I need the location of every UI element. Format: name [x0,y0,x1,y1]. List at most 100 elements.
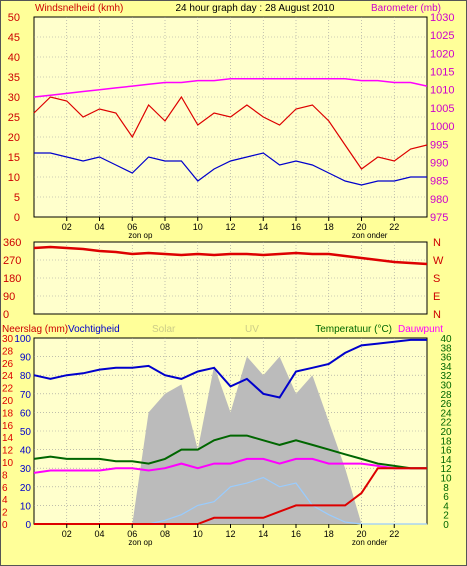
rain-tick-label: 2 [2,508,8,519]
temperature-tick-label: 2 [443,511,449,522]
barometer-line [33,78,428,98]
rain-tick-label: 10 [2,458,14,469]
panel3-left-axis: 0102030405060708090100024681012141618202… [2,334,31,531]
temperature-tick-label: 40 [440,334,452,345]
temperature-tick-label: 6 [443,492,449,503]
wind-direction-line [33,245,428,266]
panel3-x-axis: 02 04 06 08 10 12 14 16 18 20 22 zon op zon onder [62,524,399,547]
wind-speed-tick-label: 35 [8,72,20,84]
barometer-tick-label: 1000 [430,121,454,133]
wind-speed-tick-label: 30 [8,92,20,104]
rain-axis-title: Neerslag (mm) [2,324,68,335]
chart-title: 24 hour graph day : 28 August 2010 [175,3,334,14]
compass-label: N [433,309,441,321]
x-tick-label: 10 [193,529,203,539]
temperature-tick-label: 4 [443,501,449,512]
x-tick-label: 04 [94,529,104,539]
rain-tick-label: 0 [2,520,8,531]
x-tick-label: 22 [389,529,399,539]
barometer-tick-label: 1005 [430,103,454,115]
direction-tick-label: 270 [3,255,21,267]
compass-label: N [433,237,441,249]
direction-tick-label: 90 [3,291,15,303]
wind-speed-tick-label: 0 [14,212,20,224]
humidity-tick-label: 40 [20,446,32,457]
temperature-tick-label: 28 [440,390,452,401]
humidity-tick-label: 60 [20,408,32,419]
x-tick-label: 18 [324,222,334,232]
sunset-label: zon onder [352,231,388,240]
temperature-tick-label: 36 [440,353,452,364]
rain-tick-label: 22 [2,384,14,395]
wind-speed-axis-title: Windsnelheid (kmh) [35,3,123,14]
x-tick-label: 20 [356,529,366,539]
temperature-tick-label: 20 [440,427,452,438]
direction-tick-label: 0 [3,309,9,321]
barometer-tick-label: 980 [430,194,448,206]
panel1-series [33,78,428,186]
humidity-tick-label: 80 [20,371,32,382]
barometer-tick-label: 1025 [430,30,454,42]
rain-tick-label: 14 [2,433,14,444]
sunrise-label: zon op [128,231,153,240]
rain-tick-label: 6 [2,483,8,494]
humidity-tick-label: 90 [20,353,32,364]
temperature-tick-label: 30 [440,381,452,392]
temperature-tick-label: 14 [440,455,452,466]
x-tick-label: 02 [62,529,72,539]
x-tick-label: 04 [94,222,104,232]
temperature-tick-label: 0 [443,520,449,531]
temperature-tick-label: 22 [440,418,452,429]
barometer-tick-label: 1030 [430,12,454,24]
wind-gust-line [33,95,428,170]
temperature-tick-label: 18 [440,436,452,447]
temperature-tick-label: 32 [440,371,452,382]
sunset-label: zon onder [352,538,388,547]
rain-tick-label: 26 [2,359,14,370]
temperature-tick-label: 38 [440,343,452,354]
wind-speed-tick-label: 15 [8,152,20,164]
humidity-tick-label: 100 [14,334,31,345]
x-tick-label: 16 [291,529,301,539]
panel1-x-axis: 02 04 06 08 10 12 14 16 18 20 22 zon op zon onder [62,217,399,240]
humidity-line [33,338,427,399]
temperature-tick-label: 12 [440,464,452,475]
barometer-axis-title: Barometer (mb) [371,3,441,14]
temperature-tick-label: 8 [443,483,449,494]
x-tick-label: 20 [356,222,366,232]
wind-speed-tick-label: 20 [8,132,20,144]
dewpoint-line [33,457,427,474]
rain-tick-label: 24 [2,371,14,382]
humidity-tick-label: 10 [20,501,32,512]
barometer-tick-label: 985 [430,176,448,188]
solar-area [34,356,427,524]
rain-tick-label: 8 [2,470,8,481]
rain-tick-label: 18 [2,408,14,419]
x-tick-label: 06 [127,529,137,539]
temperature-tick-label: 26 [440,399,452,410]
humidity-tick-label: 70 [20,390,32,401]
x-tick-label: 02 [62,222,72,232]
humidity-axis-title: Vochtigheid [68,324,120,335]
solar-label: Solar [152,324,176,335]
compass-label: S [433,273,440,285]
barometer-tick-label: 1020 [430,48,454,60]
direction-tick-label: 180 [3,273,21,285]
x-tick-label: 22 [389,222,399,232]
x-tick-label: 18 [324,529,334,539]
rain-tick-label: 28 [2,346,14,357]
wind-speed-tick-label: 5 [14,192,20,204]
wind-speed-tick-label: 25 [8,112,20,124]
x-tick-label: 12 [225,529,235,539]
uv-label: UV [245,324,259,335]
rain-tick-label: 12 [2,446,14,457]
humidity-tick-label: 20 [20,483,32,494]
barometer-tick-label: 975 [430,212,448,224]
dewpoint-axis-title: Dauwpunt [398,324,443,335]
rain-tick-label: 20 [2,396,14,407]
temperature-tick-label: 16 [440,446,452,457]
wind-speed-tick-label: 45 [8,32,20,44]
